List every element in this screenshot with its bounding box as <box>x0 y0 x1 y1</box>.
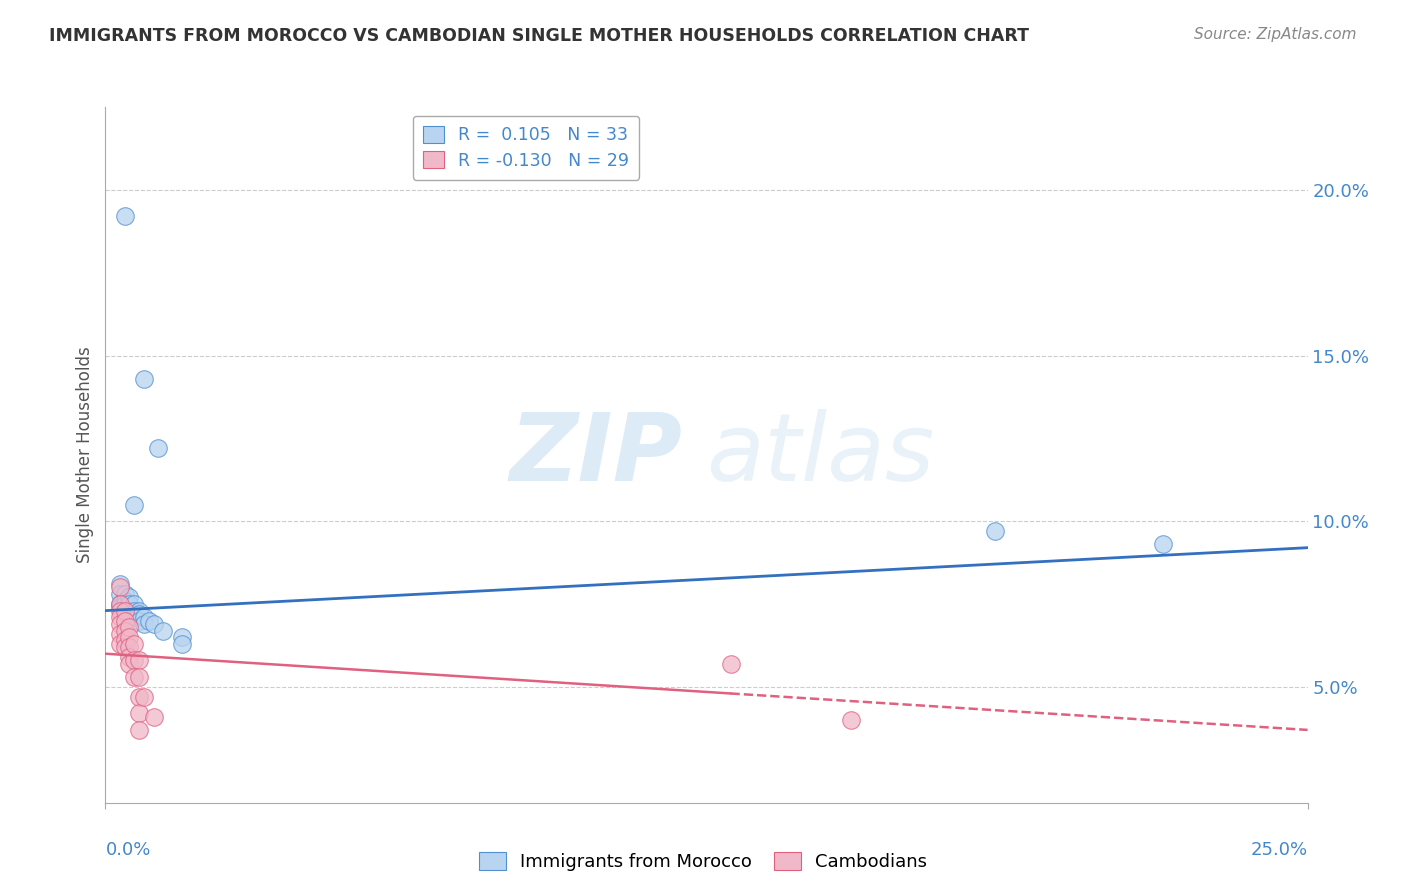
Point <box>118 610 141 624</box>
Point <box>108 600 131 615</box>
Point <box>132 372 155 386</box>
Point <box>108 587 131 601</box>
Point <box>108 597 131 611</box>
Point <box>108 597 131 611</box>
Point <box>124 637 146 651</box>
Point <box>124 597 146 611</box>
Point <box>720 657 742 671</box>
Point <box>132 610 155 624</box>
Point <box>118 607 141 621</box>
Point <box>118 597 141 611</box>
Point <box>114 587 136 601</box>
Point <box>128 653 150 667</box>
Point <box>114 633 136 648</box>
Point <box>128 604 150 618</box>
Point <box>124 498 146 512</box>
Point <box>108 604 131 618</box>
Point <box>152 624 174 638</box>
Point <box>114 640 136 654</box>
Point <box>172 637 194 651</box>
Point <box>148 442 170 456</box>
Point <box>114 614 136 628</box>
Point <box>128 614 150 628</box>
Point <box>114 604 136 618</box>
Text: atlas: atlas <box>707 409 935 500</box>
Point <box>114 210 136 224</box>
Point <box>118 630 141 644</box>
Point <box>114 597 136 611</box>
Legend: R =  0.105   N = 33, R = -0.130   N = 29: R = 0.105 N = 33, R = -0.130 N = 29 <box>413 116 640 180</box>
Point <box>128 690 150 704</box>
Legend: Immigrants from Morocco, Cambodians: Immigrants from Morocco, Cambodians <box>471 846 935 879</box>
Point <box>118 620 141 634</box>
Text: 0.0%: 0.0% <box>105 841 150 859</box>
Y-axis label: Single Mother Households: Single Mother Households <box>76 347 94 563</box>
Point <box>108 577 131 591</box>
Point <box>114 624 136 638</box>
Point <box>1152 537 1174 551</box>
Point <box>118 591 141 605</box>
Point <box>142 616 165 631</box>
Point <box>128 607 150 621</box>
Point <box>132 690 155 704</box>
Text: ZIP: ZIP <box>509 409 682 501</box>
Point <box>142 709 165 723</box>
Point <box>118 657 141 671</box>
Point <box>128 706 150 721</box>
Point <box>118 650 141 665</box>
Text: IMMIGRANTS FROM MOROCCO VS CAMBODIAN SINGLE MOTHER HOUSEHOLDS CORRELATION CHART: IMMIGRANTS FROM MOROCCO VS CAMBODIAN SIN… <box>49 27 1029 45</box>
Point <box>128 670 150 684</box>
Text: 25.0%: 25.0% <box>1250 841 1308 859</box>
Point <box>172 630 194 644</box>
Point <box>108 616 131 631</box>
Point <box>132 616 155 631</box>
Text: Source: ZipAtlas.com: Source: ZipAtlas.com <box>1194 27 1357 42</box>
Point <box>984 524 1007 538</box>
Point <box>118 604 141 618</box>
Point <box>108 627 131 641</box>
Point <box>114 604 136 618</box>
Point <box>124 610 146 624</box>
Point <box>114 607 136 621</box>
Point <box>138 614 160 628</box>
Point <box>118 640 141 654</box>
Point <box>114 593 136 607</box>
Point <box>124 670 146 684</box>
Point <box>108 637 131 651</box>
Point <box>128 723 150 737</box>
Point <box>108 610 131 624</box>
Point <box>124 653 146 667</box>
Point <box>124 604 146 618</box>
Point <box>108 581 131 595</box>
Point <box>839 713 862 727</box>
